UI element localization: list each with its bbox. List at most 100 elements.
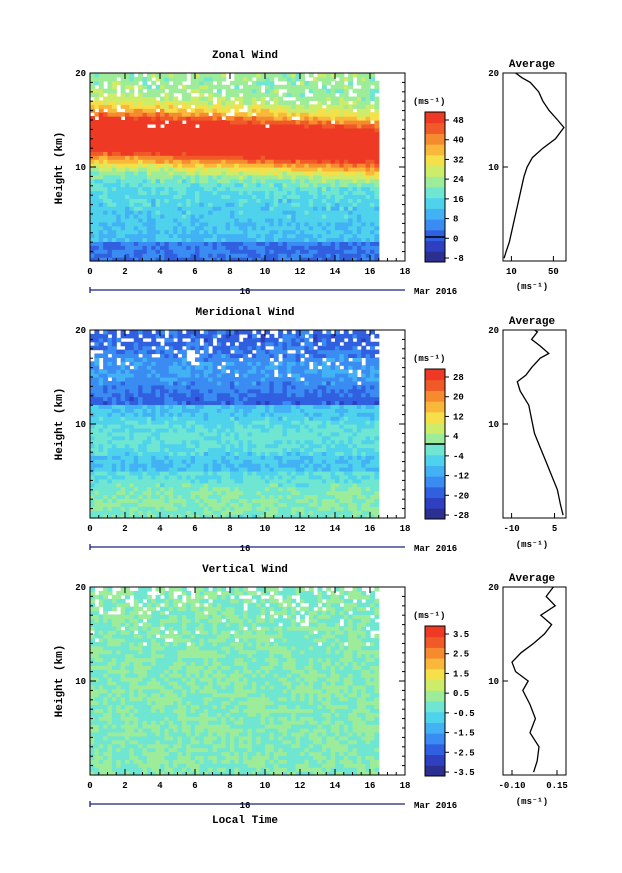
heatmap-cell: [361, 194, 367, 199]
heatmap-cell: [317, 194, 323, 199]
heatmap-cell: [238, 229, 244, 235]
heatmap-cell: [116, 202, 122, 207]
heatmap-cell: [221, 237, 227, 243]
heatmap-cell: [94, 388, 100, 394]
heatmap-cell: [129, 416, 135, 421]
heatmap-cell: [133, 143, 139, 149]
heatmap-cell: [199, 345, 205, 351]
heatmap-cell: [256, 431, 262, 437]
heatmap-cell: [361, 206, 367, 211]
heatmap-cell: [208, 120, 214, 125]
heatmap-cell: [133, 159, 139, 164]
heatmap-cell: [181, 151, 187, 156]
heatmap-cell: [238, 206, 244, 211]
heatmap-cell: [348, 202, 354, 207]
heatmap-cell: [230, 510, 235, 515]
heatmap-cell: [260, 131, 266, 137]
heatmap-cell: [160, 108, 165, 113]
heatmap-cell: [151, 127, 157, 133]
heatmap-cell: [251, 190, 257, 196]
heatmap-cell: [221, 353, 227, 359]
heatmap-cell: [352, 96, 358, 102]
heatmap-cell: [313, 120, 319, 125]
heatmap-cell: [199, 408, 205, 413]
heatmap-cell: [173, 514, 179, 519]
heatmap-cell: [129, 369, 135, 374]
heatmap-cell: [103, 455, 109, 460]
heatmap-cell: [160, 361, 165, 366]
heatmap-cell: [343, 92, 349, 98]
heatmap-cell: [273, 96, 279, 102]
heatmap-cell: [238, 131, 244, 137]
heatmap-cell: [125, 229, 130, 235]
heatmap-cell: [374, 225, 380, 231]
heatmap-cell: [243, 241, 249, 246]
heatmap-cell: [199, 167, 205, 172]
heatmap-cell: [230, 217, 235, 223]
heatmap-cell: [151, 439, 157, 445]
heatmap-cell: [111, 151, 117, 156]
heatmap-cell: [256, 451, 262, 456]
heatmap-cell: [291, 245, 297, 250]
heatmap-cell: [181, 178, 187, 184]
heatmap-cell: [260, 257, 266, 262]
heatmap-cell: [203, 333, 209, 339]
heatmap-cell: [273, 443, 279, 449]
heatmap-cell: [195, 139, 200, 145]
heatmap-cell: [208, 229, 214, 235]
heatmap-cell: [103, 416, 109, 421]
heatmap-cell: [98, 474, 104, 480]
heatmap-cell: [300, 88, 305, 94]
heatmap-cell: [260, 163, 266, 168]
heatmap-cell: [190, 221, 196, 227]
heatmap-cell: [247, 502, 253, 507]
heatmap-cell: [243, 147, 249, 152]
heatmap-cell: [168, 435, 174, 441]
heatmap-cell: [190, 471, 196, 476]
heatmap-cell: [291, 198, 297, 203]
heatmap-cell: [300, 120, 305, 125]
heatmap-cell: [251, 345, 257, 351]
heatmap-cell: [146, 420, 152, 425]
heatmap-cell: [129, 471, 135, 476]
heatmap-cell: [138, 439, 144, 445]
heatmap-cell: [361, 178, 367, 184]
heatmap-cell: [361, 190, 367, 196]
heatmap-cell: [98, 194, 104, 199]
heatmap-cell: [168, 447, 174, 453]
zonal-profile-xlabel: (ms⁻¹): [516, 282, 548, 292]
heatmap-cell: [260, 116, 266, 121]
heatmap-cell: [107, 194, 113, 199]
heatmap-cell: [98, 155, 104, 160]
heatmap-cell: [203, 194, 209, 199]
heatmap-cell: [256, 365, 262, 370]
heatmap-cell: [208, 412, 214, 417]
heatmap-cell: [173, 73, 179, 78]
heatmap-cell: [365, 186, 371, 192]
heatmap-cell: [265, 147, 270, 152]
heatmap-cell: [195, 369, 200, 374]
heatmap-cell: [199, 139, 205, 145]
heatmap-cell: [234, 92, 240, 98]
heatmap-cell: [260, 229, 266, 235]
heatmap-cell: [168, 112, 174, 117]
heatmap-cell: [216, 253, 222, 258]
heatmap-cell: [146, 88, 152, 94]
heatmap-cell: [208, 408, 214, 413]
heatmap-cell: [90, 143, 95, 149]
heatmap-cell: [190, 155, 196, 160]
heatmap-cell: [164, 377, 170, 382]
heatmap-cell: [177, 237, 183, 243]
heatmap-cell: [203, 506, 209, 511]
heatmap-cell: [348, 210, 354, 215]
heatmap-cell: [225, 377, 231, 382]
heatmap-cell: [203, 502, 209, 507]
heatmap-cell: [282, 147, 288, 152]
heatmap-cell: [330, 155, 336, 160]
heatmap-cell: [177, 486, 183, 492]
heatmap-cell: [146, 396, 152, 402]
heatmap-cell: [177, 163, 183, 168]
heatmap-cell: [212, 365, 218, 370]
heatmap-cell: [195, 455, 200, 460]
heatmap-cell: [265, 159, 270, 164]
